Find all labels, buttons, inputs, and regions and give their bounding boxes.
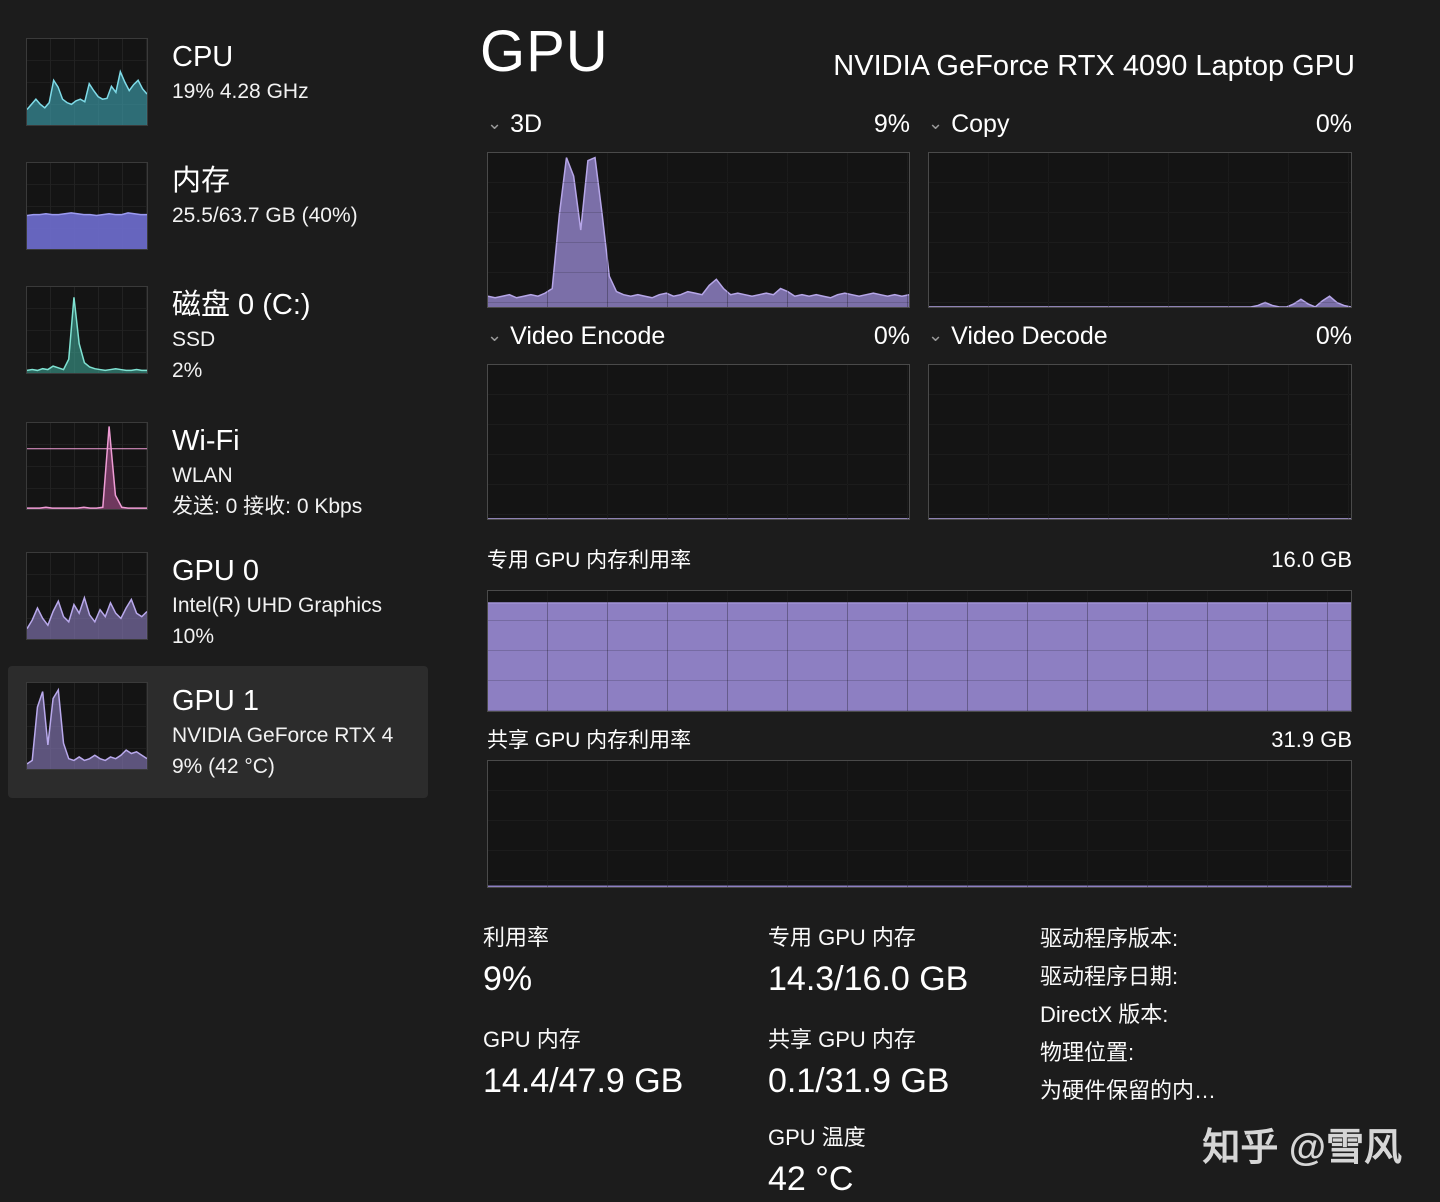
engine-value: 0% bbox=[1315, 322, 1352, 350]
engine-label: Video Encode bbox=[510, 322, 666, 350]
sidebar-item-title: 内存 bbox=[172, 165, 231, 197]
engine-value: 0% bbox=[873, 322, 910, 350]
sidebar-item-detail: NVIDIA GeForce RTX 4 bbox=[172, 724, 394, 747]
sidebar-item-detail: WLAN bbox=[172, 464, 233, 487]
info-driver-version-label: 驱动程序版本: bbox=[1040, 926, 1179, 951]
stat-label: 专用 GPU 内存 bbox=[768, 925, 916, 950]
info-driver-date-label: 驱动程序日期: bbox=[1040, 964, 1179, 989]
engine-header-3d: ⌄ 3D 9% bbox=[487, 110, 910, 139]
sidebar-item-title: 磁盘 0 (C:) bbox=[172, 289, 311, 321]
engine-label: 3D bbox=[510, 110, 543, 138]
cpu-mini-graph bbox=[26, 38, 148, 126]
gpu1-mini-graph bbox=[26, 682, 148, 770]
performance-sidebar: CPU 19% 4.28 GHz 内存 25.5/63.7 GB (40%) 磁… bbox=[0, 0, 462, 1202]
sidebar-item-detail: 25.5/63.7 GB (40%) bbox=[172, 204, 358, 227]
sidebar-item-detail2: 9% (42 °C) bbox=[172, 755, 275, 778]
stat-dedicated-memory: 专用 GPU 内存 14.3/16.0 GB bbox=[768, 920, 968, 999]
sidebar-item-detail2: 2% bbox=[172, 359, 203, 382]
gpu-video-encode-chart bbox=[487, 364, 910, 520]
stat-label: 利用率 bbox=[483, 925, 550, 950]
sidebar-item-disk0[interactable]: 磁盘 0 (C:) SSD 2% bbox=[8, 270, 428, 402]
sidebar-item-detail: Intel(R) UHD Graphics bbox=[172, 594, 383, 617]
zhihu-watermark: 知乎 @雪风 bbox=[1202, 1127, 1402, 1169]
shared-memory-chart bbox=[487, 760, 1352, 888]
engine-header-video-encode: ⌄ Video Encode 0% bbox=[487, 322, 910, 351]
sidebar-item-cpu[interactable]: CPU 19% 4.28 GHz bbox=[8, 22, 428, 142]
dedicated-memory-chart bbox=[487, 590, 1352, 712]
stat-value: 14.4/47.9 GB bbox=[483, 1062, 684, 1100]
engine-label: Copy bbox=[951, 110, 1010, 138]
sidebar-item-detail2: 发送: 0 接收: 0 Kbps bbox=[172, 495, 363, 518]
shared-memory-header: 共享 GPU 内存利用率 31.9 GB bbox=[487, 724, 1352, 754]
gpu0-mini-graph bbox=[26, 552, 148, 640]
gpu-name: NVIDIA GeForce RTX 4090 Laptop GPU bbox=[833, 50, 1355, 82]
sidebar-item-title: Wi-Fi bbox=[172, 425, 240, 457]
stat-shared-memory: 共享 GPU 内存 0.1/31.9 GB bbox=[768, 1022, 949, 1101]
info-hardware-reserved-label: 为硬件保留的内… bbox=[1040, 1078, 1217, 1103]
dedicated-memory-header: 专用 GPU 内存利用率 16.0 GB bbox=[487, 544, 1352, 574]
chevron-down-icon[interactable]: ⌄ bbox=[928, 325, 944, 345]
disk-mini-graph bbox=[26, 286, 148, 374]
engine-header-copy: ⌄ Copy 0% bbox=[928, 110, 1352, 139]
dedicated-memory-label: 专用 GPU 内存利用率 bbox=[487, 549, 692, 572]
stat-label: GPU 内存 bbox=[483, 1027, 581, 1052]
sidebar-item-title: CPU bbox=[172, 41, 234, 73]
stat-value: 0.1/31.9 GB bbox=[768, 1062, 950, 1100]
chevron-down-icon[interactable]: ⌄ bbox=[487, 325, 503, 345]
stat-label: 共享 GPU 内存 bbox=[768, 1027, 916, 1052]
sidebar-item-detail: 19% 4.28 GHz bbox=[172, 80, 309, 103]
gpu-copy-chart bbox=[928, 152, 1352, 308]
stat-value: 14.3/16.0 GB bbox=[768, 960, 969, 998]
sidebar-item-wifi[interactable]: Wi-Fi WLAN 发送: 0 接收: 0 Kbps bbox=[8, 406, 428, 538]
stat-label: GPU 温度 bbox=[768, 1125, 866, 1150]
shared-memory-label: 共享 GPU 内存利用率 bbox=[487, 729, 692, 752]
gpu-video-decode-chart bbox=[928, 364, 1352, 520]
chevron-down-icon[interactable]: ⌄ bbox=[928, 113, 944, 133]
info-physical-location-label: 物理位置: bbox=[1040, 1040, 1135, 1065]
info-directx-version-label: DirectX 版本: bbox=[1040, 1002, 1169, 1027]
stat-gpu-memory: GPU 内存 14.4/47.9 GB bbox=[483, 1022, 683, 1101]
stat-utilization: 利用率 9% bbox=[483, 920, 549, 999]
sidebar-item-detail2: 10% bbox=[172, 625, 215, 648]
gpu-3d-chart bbox=[487, 152, 910, 308]
memory-mini-graph bbox=[26, 162, 148, 250]
sidebar-item-title: GPU 0 bbox=[172, 555, 260, 587]
engine-value: 9% bbox=[873, 110, 910, 138]
dedicated-memory-max: 16.0 GB bbox=[1271, 547, 1352, 572]
stat-value: 9% bbox=[483, 960, 533, 998]
sidebar-item-detail: SSD bbox=[172, 328, 216, 351]
sidebar-item-memory[interactable]: 内存 25.5/63.7 GB (40%) bbox=[8, 146, 428, 266]
driver-info-column: 驱动程序版本: 驱动程序日期: DirectX 版本: 物理位置: 为硬件保留的… bbox=[1040, 920, 1216, 1110]
sidebar-item-gpu0[interactable]: GPU 0 Intel(R) UHD Graphics 10% bbox=[8, 536, 428, 668]
engine-label: Video Decode bbox=[951, 322, 1108, 350]
shared-memory-max: 31.9 GB bbox=[1271, 727, 1352, 752]
stat-temperature: GPU 温度 42 °C bbox=[768, 1120, 866, 1199]
page-title: GPU bbox=[480, 19, 609, 84]
chevron-down-icon[interactable]: ⌄ bbox=[487, 113, 503, 133]
engine-value: 0% bbox=[1315, 110, 1352, 138]
sidebar-item-title: GPU 1 bbox=[172, 685, 260, 717]
stat-value: 42 °C bbox=[768, 1160, 854, 1198]
sidebar-item-gpu1[interactable]: GPU 1 NVIDIA GeForce RTX 4 9% (42 °C) bbox=[8, 666, 428, 798]
wifi-mini-graph bbox=[26, 422, 148, 510]
engine-header-video-decode: ⌄ Video Decode 0% bbox=[928, 322, 1352, 351]
